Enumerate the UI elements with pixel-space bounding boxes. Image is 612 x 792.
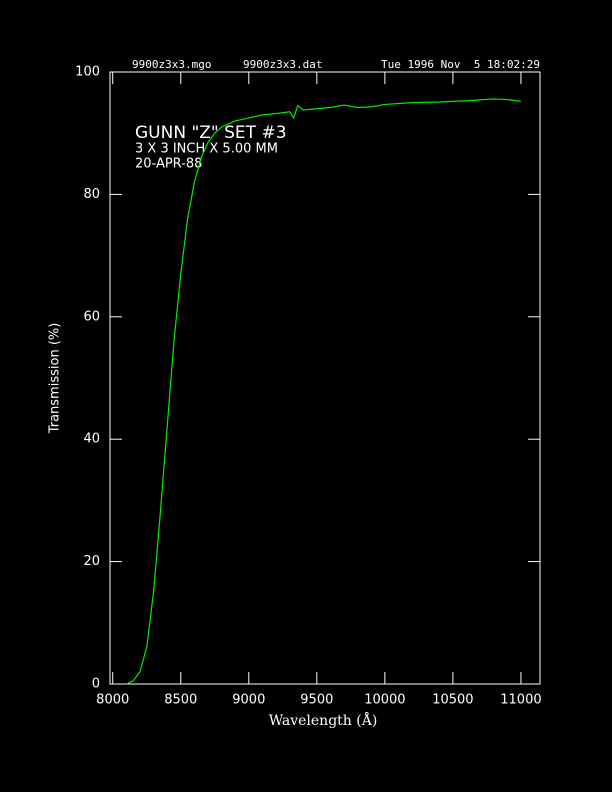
x-tick-label: 10500 xyxy=(432,693,473,708)
x-tick-label: 8500 xyxy=(164,693,197,708)
data-line xyxy=(126,98,522,685)
x-tick-label: 8000 xyxy=(96,693,129,708)
plot-frame xyxy=(109,71,541,685)
x-tick-label: 11000 xyxy=(500,693,541,708)
y-tick-label: 60 xyxy=(83,309,100,324)
header-file: 9900z3x3.mgo xyxy=(132,58,211,71)
annotation: 3 X 3 INCH X 5.00 MM xyxy=(135,142,278,157)
y-tick-label: 40 xyxy=(83,432,100,447)
x-tick-label: 10000 xyxy=(364,693,405,708)
y-tick-label: 0 xyxy=(92,677,100,692)
x-tick-label: 9000 xyxy=(232,693,265,708)
y-axis-label: Transmission (%) xyxy=(48,323,63,435)
annotation: 20-APR-88 xyxy=(135,157,202,172)
x-tick-label: 9500 xyxy=(300,693,333,708)
y-tick-label: 80 xyxy=(83,187,100,202)
y-tick-label: 100 xyxy=(75,65,100,80)
x-axis-label: Wavelength (Å) xyxy=(269,711,378,729)
y-tick-label: 20 xyxy=(83,554,100,569)
annotation: GUNN "Z" SET #3 xyxy=(135,123,287,143)
header-data: 9900z3x3.dat xyxy=(243,58,322,71)
header-date: Tue 1996 Nov 5 18:02:29 xyxy=(381,58,540,71)
